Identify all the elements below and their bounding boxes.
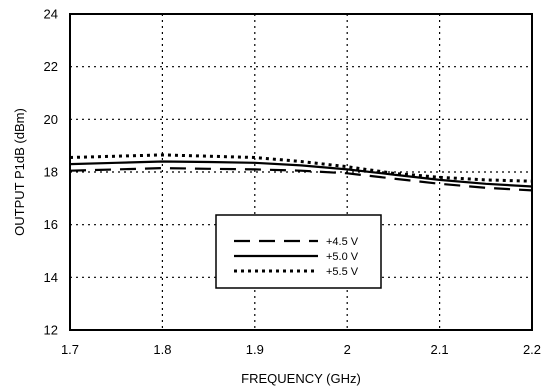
- x-tick-label: 1.8: [153, 342, 171, 357]
- y-tick-label: 12: [44, 323, 58, 338]
- y-tick-label: 18: [44, 165, 58, 180]
- legend-label: +4.5 V: [326, 236, 359, 248]
- series-line-5-0-v: [69, 160, 533, 188]
- y-tick-label: 20: [44, 112, 58, 127]
- y-tick-label: 16: [44, 217, 58, 232]
- legend-items: +4.5 V +5.0 V +5.5 V: [234, 236, 359, 278]
- x-tick-label: 2: [344, 342, 351, 357]
- y-tick-label: 14: [44, 270, 58, 285]
- legend-label: +5.0 V: [326, 251, 359, 263]
- x-tick-label: 2.1: [431, 342, 449, 357]
- legend-box: [215, 214, 382, 289]
- x-tick-label: 2.2: [523, 342, 541, 357]
- series-line-5-5-v: [69, 153, 533, 183]
- plot-frame: [69, 13, 533, 331]
- y-axis-title: OUTPUT P1dB (dBm): [12, 108, 27, 236]
- legend-label: +5.5 V: [326, 266, 359, 278]
- x-tick-label: 1.7: [61, 342, 79, 357]
- y-tick-label: 24: [44, 7, 58, 22]
- tick-labels: 1.7 1.8 1.9 2 2.1 2.2 12 14 16 18 20 22 24: [44, 7, 542, 358]
- legend: +4.5 V +5.0 V +5.5 V: [215, 214, 382, 289]
- series-line-4-5-v: [69, 167, 533, 192]
- x-axis-title: FREQUENCY (GHz): [241, 371, 361, 386]
- y-tick-label: 22: [44, 59, 58, 74]
- series-lines: [69, 153, 533, 192]
- x-tick-label: 1.9: [246, 342, 264, 357]
- grid: [70, 14, 532, 330]
